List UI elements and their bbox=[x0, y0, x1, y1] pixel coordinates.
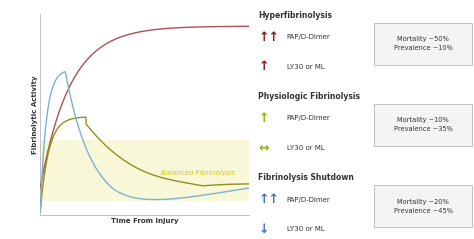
Y-axis label: Fibrinolytic Activity: Fibrinolytic Activity bbox=[31, 76, 37, 154]
Text: PAP/D-Dimer: PAP/D-Dimer bbox=[287, 196, 330, 203]
Text: Hyperfibrinolysis: Hyperfibrinolysis bbox=[258, 11, 332, 20]
Text: LY30 or ML: LY30 or ML bbox=[287, 145, 325, 151]
Text: ↓: ↓ bbox=[258, 223, 269, 236]
Text: PAP/D-Dimer: PAP/D-Dimer bbox=[287, 34, 330, 40]
Text: ↑↑: ↑↑ bbox=[258, 193, 279, 206]
Bar bbox=[40, 140, 249, 201]
Text: ↑↑: ↑↑ bbox=[258, 31, 279, 43]
Text: ↔: ↔ bbox=[258, 142, 269, 155]
Text: PAP/D-Dimer: PAP/D-Dimer bbox=[287, 115, 330, 121]
Text: ↑: ↑ bbox=[258, 112, 269, 125]
Text: LY30 or ML: LY30 or ML bbox=[287, 226, 325, 233]
Text: Fibrinolysis Shutdown: Fibrinolysis Shutdown bbox=[258, 173, 354, 182]
Text: ↑: ↑ bbox=[258, 60, 269, 73]
Text: Balanced Fibrinolysis: Balanced Fibrinolysis bbox=[161, 170, 236, 176]
Text: Physiologic Fibrinolysis: Physiologic Fibrinolysis bbox=[258, 92, 360, 101]
Text: LY30 or ML: LY30 or ML bbox=[287, 64, 325, 70]
X-axis label: Time From Injury: Time From Injury bbox=[111, 218, 178, 224]
Text: Mortality ~10%
Prevalence ~35%: Mortality ~10% Prevalence ~35% bbox=[393, 117, 453, 132]
Text: Mortality ~20%
Prevalence ~45%: Mortality ~20% Prevalence ~45% bbox=[393, 199, 453, 214]
Text: Mortality ~50%
Prevalence ~10%: Mortality ~50% Prevalence ~10% bbox=[393, 36, 453, 51]
